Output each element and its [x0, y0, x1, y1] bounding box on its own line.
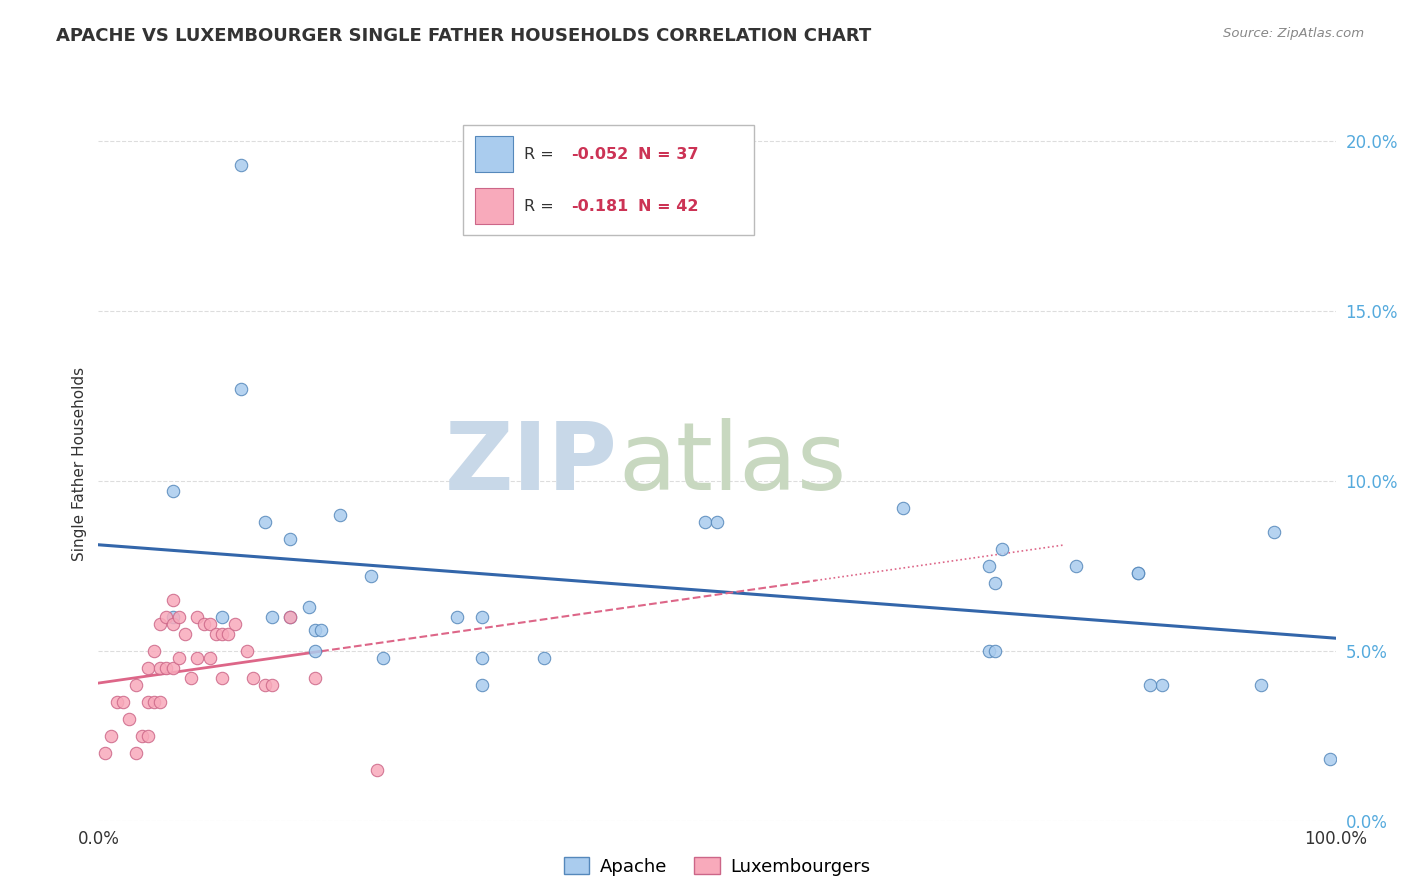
- Point: [143, 644, 166, 658]
- Point: [162, 661, 184, 675]
- Point: [186, 650, 208, 665]
- Point: [112, 695, 135, 709]
- Point: [1139, 678, 1161, 692]
- Point: [205, 626, 228, 640]
- Point: [211, 671, 233, 685]
- Point: [304, 624, 326, 638]
- Point: [471, 678, 494, 692]
- Point: [446, 609, 468, 624]
- Point: [1319, 752, 1341, 766]
- Point: [706, 515, 728, 529]
- Text: Source: ZipAtlas.com: Source: ZipAtlas.com: [1223, 27, 1364, 40]
- Point: [891, 501, 914, 516]
- Point: [93, 746, 115, 760]
- Point: [149, 661, 172, 675]
- Point: [984, 575, 1007, 590]
- Point: [100, 729, 122, 743]
- Point: [131, 729, 153, 743]
- Point: [118, 712, 141, 726]
- Point: [254, 678, 277, 692]
- Point: [254, 515, 277, 529]
- Point: [105, 695, 128, 709]
- Point: [1152, 678, 1174, 692]
- Point: [278, 532, 301, 546]
- Point: [186, 609, 208, 624]
- Point: [124, 678, 146, 692]
- Point: [260, 678, 283, 692]
- Point: [360, 569, 382, 583]
- Text: APACHE VS LUXEMBOURGER SINGLE FATHER HOUSEHOLDS CORRELATION CHART: APACHE VS LUXEMBOURGER SINGLE FATHER HOU…: [56, 27, 872, 45]
- Point: [1126, 566, 1149, 580]
- Text: ZIP: ZIP: [446, 417, 619, 510]
- Point: [1126, 566, 1149, 580]
- Point: [371, 650, 394, 665]
- Point: [260, 609, 283, 624]
- Point: [990, 541, 1012, 556]
- Point: [143, 695, 166, 709]
- Point: [298, 599, 321, 614]
- Point: [180, 671, 202, 685]
- Point: [304, 671, 326, 685]
- Point: [1250, 678, 1272, 692]
- Point: [1064, 558, 1087, 573]
- Point: [193, 616, 215, 631]
- Point: [211, 626, 233, 640]
- Point: [162, 592, 184, 607]
- Text: atlas: atlas: [619, 417, 846, 510]
- Legend: Apache, Luxembourgers: Apache, Luxembourgers: [557, 850, 877, 883]
- Point: [198, 616, 221, 631]
- Point: [329, 508, 352, 522]
- Point: [162, 616, 184, 631]
- Point: [162, 609, 184, 624]
- Point: [167, 609, 190, 624]
- Point: [236, 644, 259, 658]
- Point: [278, 609, 301, 624]
- Point: [136, 729, 159, 743]
- Point: [471, 609, 494, 624]
- Point: [242, 671, 264, 685]
- Point: [198, 650, 221, 665]
- Point: [366, 763, 388, 777]
- Point: [217, 626, 239, 640]
- Point: [979, 558, 1001, 573]
- Y-axis label: Single Father Households: Single Father Households: [72, 367, 87, 561]
- Point: [174, 626, 197, 640]
- Point: [533, 650, 555, 665]
- Point: [984, 644, 1007, 658]
- Point: [149, 695, 172, 709]
- Point: [155, 609, 177, 624]
- Point: [979, 644, 1001, 658]
- Point: [1263, 524, 1285, 539]
- Point: [136, 695, 159, 709]
- Point: [124, 746, 146, 760]
- Point: [224, 616, 246, 631]
- Point: [149, 616, 172, 631]
- Point: [229, 158, 252, 172]
- Point: [304, 644, 326, 658]
- Point: [162, 483, 184, 498]
- Point: [471, 650, 494, 665]
- Point: [693, 515, 716, 529]
- Point: [211, 609, 233, 624]
- Point: [229, 382, 252, 396]
- Point: [278, 609, 301, 624]
- Point: [167, 650, 190, 665]
- Point: [309, 624, 332, 638]
- Point: [155, 661, 177, 675]
- Point: [136, 661, 159, 675]
